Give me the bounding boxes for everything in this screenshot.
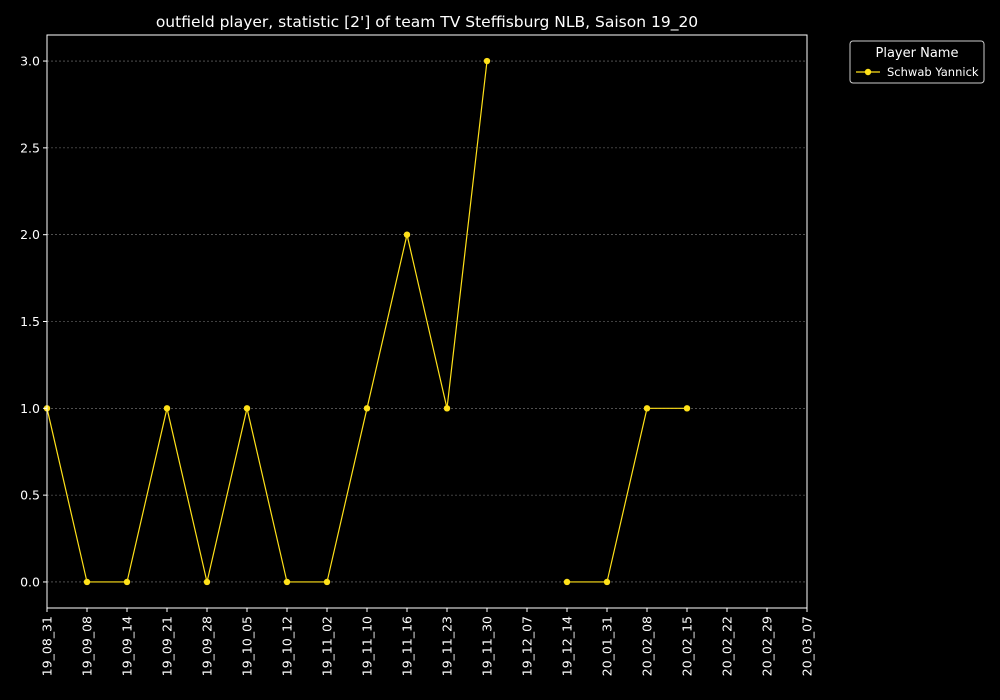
data-point (563, 578, 571, 586)
x-tick-label: 19_12_14 (560, 616, 575, 676)
x-tick-label: 19_09_28 (200, 616, 215, 676)
x-tick-label: 19_10_05 (240, 616, 255, 676)
data-point (83, 578, 91, 586)
y-tick-label: 2.0 (20, 227, 40, 242)
data-point (443, 405, 451, 412)
data-point (643, 405, 651, 412)
x-tick-label: 20_02_15 (680, 616, 695, 676)
data-point (403, 231, 411, 238)
series-line-segment (567, 407, 687, 583)
x-tick-label: 20_02_22 (720, 616, 735, 676)
x-tick-label: 20_02_08 (640, 616, 655, 676)
x-tick-label: 19_09_14 (120, 616, 135, 676)
x-tick-label: 19_11_10 (360, 616, 375, 676)
y-tick-label: 2.5 (20, 140, 40, 155)
y-tick-label: 1.0 (20, 401, 40, 416)
legend-swatch-marker (864, 68, 872, 76)
data-point (163, 405, 171, 412)
y-tick-label: 0.5 (20, 488, 40, 503)
legend: Player Name Schwab Yannick (849, 40, 985, 84)
series-points (43, 57, 691, 586)
data-point (683, 405, 691, 412)
x-tick-label: 19_11_30 (480, 616, 495, 676)
x-tick-label: 19_11_23 (440, 616, 455, 676)
data-point (483, 57, 491, 65)
legend-series-label: Schwab Yannick (887, 65, 979, 79)
x-tick-label: 20_03_07 (800, 616, 815, 676)
x-tick-label: 19_08_31 (40, 616, 55, 676)
x-tick-label: 19_09_21 (160, 616, 175, 676)
chart-title: outfield player, statistic [2'] of team … (156, 13, 698, 32)
y-tick-label: 3.0 (20, 54, 40, 69)
data-point (323, 578, 331, 586)
x-tick-label: 20_02_29 (760, 616, 775, 676)
x-tick-label: 19_12_07 (520, 616, 535, 676)
x-tick-label: 19_09_08 (80, 616, 95, 676)
series-lines (46, 60, 687, 583)
x-axis-ticks: 19_08_31 19_09_08 19_09_14 19_09_21 19_09_28… (40, 608, 815, 676)
x-tick-label: 19_10_12 (280, 616, 295, 676)
data-point (363, 405, 371, 412)
legend-title: Player Name (876, 46, 959, 61)
data-point (123, 578, 131, 586)
data-point (243, 405, 251, 412)
data-point (283, 578, 291, 586)
series-line-segment (46, 60, 488, 583)
x-tick-label: 19_11_02 (320, 616, 335, 676)
x-tick-label: 20_01_31 (600, 616, 615, 676)
y-axis-ticks: 0.0 0.5 1.0 1.5 2.0 2.5 3.0 (20, 54, 47, 589)
y-tick-label: 0.0 (20, 574, 40, 589)
legend-box (849, 40, 985, 84)
data-point (603, 578, 611, 586)
data-point (203, 578, 211, 586)
x-tick-label: 19_11_16 (400, 616, 415, 676)
y-tick-label: 1.5 (20, 314, 40, 329)
